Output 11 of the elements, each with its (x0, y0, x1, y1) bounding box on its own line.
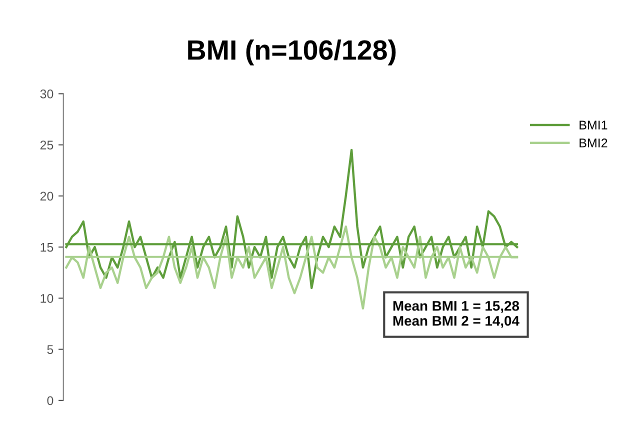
y-tick-label: 0 (47, 396, 54, 406)
annotation: Mean BMI 1 = 15,28 Mean BMI 2 = 14,04 (393, 300, 520, 328)
legend-label: BMI2 (580, 138, 608, 148)
y-tick-label: 10 (40, 294, 54, 303)
y-tick-label: 25 (40, 140, 54, 150)
chart-title: BMI (n=106/128) (188, 40, 396, 66)
y-tick-label: 30 (40, 90, 54, 98)
y-tick-label: 15 (40, 243, 54, 252)
y-tick-label: 20 (40, 192, 54, 201)
legend-label: BMI1 (580, 120, 608, 130)
y-tick-label: 5 (47, 345, 54, 354)
